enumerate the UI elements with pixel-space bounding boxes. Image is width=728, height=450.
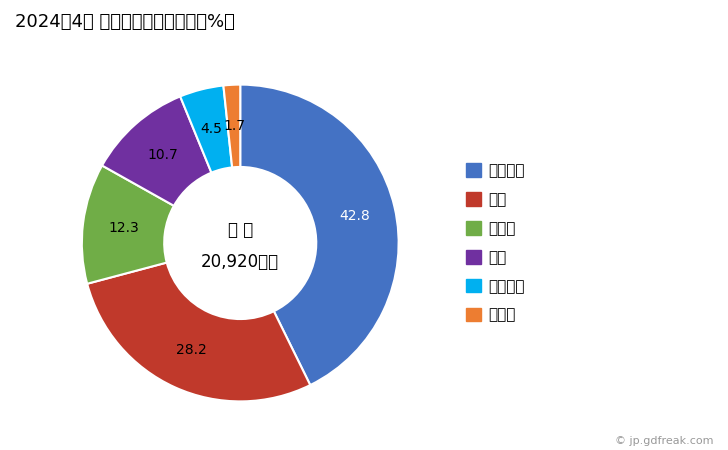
Text: © jp.gdfreak.com: © jp.gdfreak.com	[615, 436, 713, 446]
Text: 42.8: 42.8	[339, 209, 370, 223]
Wedge shape	[82, 166, 174, 284]
Text: 総 額: 総 額	[228, 221, 253, 239]
Wedge shape	[181, 86, 232, 173]
Wedge shape	[240, 85, 399, 385]
Wedge shape	[87, 262, 310, 401]
Text: 2024年4月 輸出相手国のシェア（%）: 2024年4月 輸出相手国のシェア（%）	[15, 14, 234, 32]
Text: 4.5: 4.5	[201, 122, 223, 136]
Wedge shape	[102, 96, 211, 206]
Wedge shape	[223, 85, 240, 167]
Text: 12.3: 12.3	[108, 221, 139, 235]
Text: 28.2: 28.2	[176, 343, 207, 357]
Legend: オランダ, 米国, トルコ, 韓国, ブラジル, その他: オランダ, 米国, トルコ, 韓国, ブラジル, その他	[466, 163, 525, 323]
Text: 10.7: 10.7	[147, 148, 178, 162]
Text: 20,920万円: 20,920万円	[201, 253, 280, 271]
Text: 1.7: 1.7	[223, 119, 245, 133]
